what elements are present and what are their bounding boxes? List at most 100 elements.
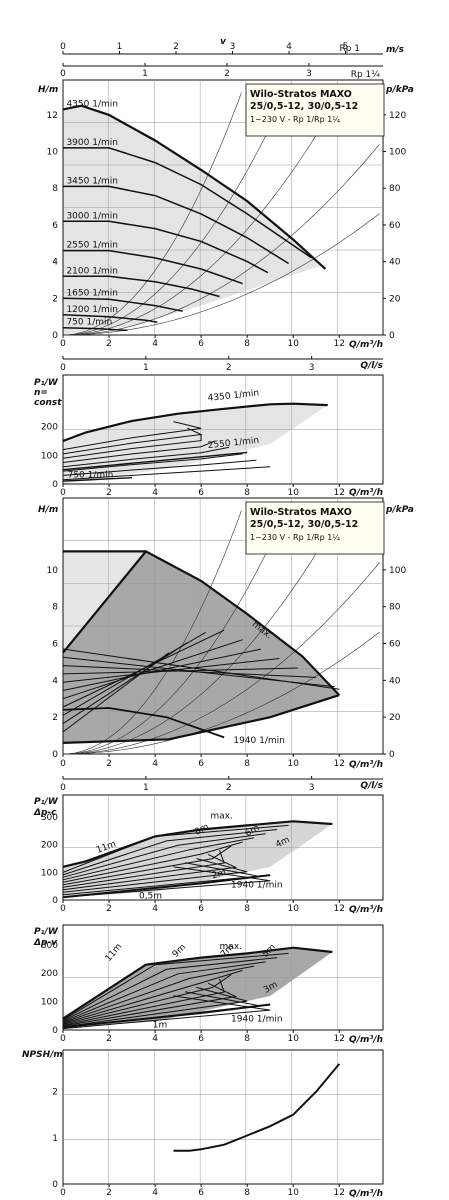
power-const-chart-y-label-3: const: [34, 398, 62, 408]
hq-map-chart-qls-tick: 0: [60, 783, 66, 793]
hq-map-chart-dark-area: [63, 551, 340, 743]
hq-chart-v1-tick: 5: [343, 42, 349, 52]
hq-map-chart-system-curve: [62, 562, 380, 755]
power-const-chart-series-line: [62, 402, 328, 443]
hq-chart-y2-tick: 100: [389, 148, 406, 158]
hq-map-chart-x-tick: 12: [334, 759, 345, 769]
hq-map-chart-min-line: [62, 694, 340, 744]
hq-chart-y-label: H/m: [38, 85, 58, 95]
hq-chart-operating-area: [63, 105, 328, 335]
hq-chart-v2-tick: 0: [60, 69, 66, 79]
hq-chart-qls-tick: 0: [60, 363, 66, 373]
power-dpv-chart-min-line: [62, 1003, 271, 1029]
hq-map-chart-subtitle: 25/0,5-12, 30/0,5-12: [250, 519, 358, 530]
hq-chart-series-line: [63, 275, 220, 298]
hq-chart-y2-tick: 40: [389, 258, 401, 268]
power-const-chart-series-label: 4350 1/min: [207, 388, 259, 403]
npsh-chart-x-tick: 4: [152, 1188, 158, 1198]
hq-map-chart-system-curve: [62, 510, 242, 755]
hq-map-chart-qls-tick: 3: [309, 783, 315, 793]
hq-map-chart-x-tick: 0: [60, 759, 66, 769]
power-dpc-chart-control-curve: [62, 829, 278, 876]
power-dpc-chart-x-label: Q/m³/h: [349, 905, 383, 915]
hq-chart-v1-tick: 3: [230, 42, 236, 52]
power-dpv-chart-annotation: 1940 1/min: [231, 1014, 283, 1024]
power-dpv-chart-control-curve: [62, 952, 289, 1021]
power-dpc-chart-x-tick: 0: [60, 904, 66, 914]
hq-map-chart-y-label: H/m: [38, 505, 58, 515]
hq-map-chart-legend-box: [245, 501, 385, 555]
hq-chart-y-tick: 8: [52, 184, 58, 194]
hq-chart-y-tick: 2: [52, 294, 58, 304]
hq-map-chart-system-curve: [62, 505, 346, 755]
hq-chart-subtitle2: 1~230 V - Rp 1/Rp 1¼: [250, 115, 340, 124]
hq-map-chart-y-tick: 0: [52, 750, 58, 760]
hq-chart-series-line: [62, 104, 327, 270]
hq-chart-x-tick: 8: [244, 339, 250, 349]
power-dpc-chart-x-tick: 8: [244, 904, 250, 914]
hq-chart-y2-tick: 20: [389, 294, 401, 304]
power-dpv-chart-control-curve: [62, 982, 238, 1027]
hq-map-chart-y2-tick: 60: [389, 639, 401, 649]
hq-chart-y2-tick: 120: [389, 111, 406, 121]
power-dpv-chart-x-tick: 12: [334, 1034, 345, 1044]
hq-chart-v2-tick: 2: [224, 69, 230, 79]
power-const-chart-x-tick: 0: [60, 488, 66, 498]
hq-map-chart-qls-tick: 1: [143, 783, 149, 793]
hq-map-chart-control-line: [62, 631, 206, 716]
power-const-chart-y-label-2: n=: [34, 388, 48, 398]
power-const-chart-speed-curve: [62, 453, 243, 472]
hq-map-chart-subtitle2: 1~230 V - Rp 1/Rp 1¼: [250, 533, 340, 542]
power-dpv-chart-control-curve: [62, 978, 225, 1026]
power-const-chart-y-tick: 100: [41, 451, 58, 461]
hq-map-chart-annotation: 1940 1/min: [233, 736, 285, 746]
hq-map-chart-series-line: [62, 550, 341, 696]
power-const-chart-series-line: [62, 477, 133, 482]
hq-chart-series-label: 1200 1/min: [66, 305, 118, 315]
power-dpc-chart-y-label: P₁/W: [34, 797, 59, 807]
power-const-chart-series-line: [62, 451, 248, 471]
hq-map-chart-y2-tick: 40: [389, 676, 401, 686]
hq-chart-v1-unit2: Rp 1: [339, 44, 360, 54]
power-dpv-chart-x-tick: 6: [198, 1034, 204, 1044]
hq-chart-series-line: [63, 220, 269, 274]
power-const-chart-speed-curve: [62, 421, 202, 451]
hq-chart-series-label: 4350 1/min: [66, 99, 118, 109]
hq-chart-v2-tick: 3: [306, 69, 312, 79]
power-const-chart-x-tick: 12: [334, 488, 345, 498]
hq-chart-y-tick: 4: [52, 258, 58, 268]
hq-chart-qls-tick: 3: [309, 363, 315, 373]
hq-map-chart-y2-label: p/kPa: [385, 505, 414, 515]
hq-chart-legend-box: [245, 83, 385, 137]
hq-chart-x-tick: 10: [287, 339, 299, 349]
hq-chart-v1-tick: 2: [173, 42, 179, 52]
hq-map-chart-x-tick: 2: [106, 759, 112, 769]
power-dpv-chart-x-tick: 2: [106, 1034, 112, 1044]
hq-map-chart-y-tick: 8: [52, 603, 58, 613]
hq-chart-series-line: [62, 314, 158, 323]
power-dpv-chart-control-curve: [62, 986, 248, 1028]
hq-map-chart-y-tick: 4: [52, 676, 58, 686]
npsh-chart-x-tick: 6: [198, 1188, 204, 1198]
power-dpc-chart-x-tick: 2: [106, 904, 112, 914]
power-dpc-chart-annotation: max.: [210, 811, 232, 821]
hq-map-chart-control-line: [62, 642, 188, 725]
hq-chart-x-tick: 0: [60, 339, 66, 349]
power-dpv-chart-annotation: max.: [220, 942, 242, 952]
hq-chart-v-label: v: [220, 37, 227, 47]
power-dpv-chart-x-tick: 0: [60, 1034, 66, 1044]
hq-chart-series-line: [63, 185, 289, 265]
power-dpv-chart-x-label: Q/m³/h: [349, 1035, 383, 1045]
hq-map-chart-y-tick: 2: [52, 713, 58, 723]
hq-chart-series-label: 2550 1/min: [66, 241, 118, 251]
power-dpv-chart-x-tick: 4: [152, 1034, 158, 1044]
hq-map-chart-x-tick: 6: [198, 759, 204, 769]
npsh-chart-x-tick: 12: [334, 1188, 345, 1198]
hq-map-chart-qls-tick: 2: [226, 783, 232, 793]
hq-map-chart-x-label: Q/m³/h: [349, 760, 383, 770]
power-const-chart-y-tick: 0: [52, 480, 58, 490]
hq-chart-series-line: [63, 249, 243, 285]
